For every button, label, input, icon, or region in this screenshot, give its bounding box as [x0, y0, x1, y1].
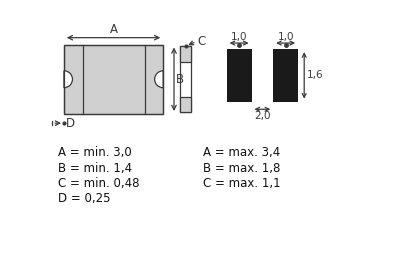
- Bar: [64, 45, 163, 114]
- Bar: [64, 45, 163, 114]
- Text: A: A: [110, 23, 118, 36]
- Bar: [273, 49, 298, 102]
- Text: D = 0,25: D = 0,25: [58, 192, 110, 206]
- Text: B: B: [176, 73, 184, 86]
- Bar: [180, 46, 191, 62]
- Bar: [227, 49, 252, 102]
- Bar: [180, 46, 191, 112]
- Text: 1,0: 1,0: [277, 32, 294, 42]
- Text: 1,6: 1,6: [306, 70, 323, 80]
- Text: C = max. 1,1: C = max. 1,1: [204, 177, 281, 190]
- Text: D: D: [66, 117, 76, 130]
- Wedge shape: [155, 71, 163, 88]
- Wedge shape: [64, 71, 72, 88]
- Text: B = max. 1,8: B = max. 1,8: [204, 162, 281, 175]
- Text: A = max. 3,4: A = max. 3,4: [204, 146, 281, 159]
- Text: C = min. 0,48: C = min. 0,48: [58, 177, 139, 190]
- Text: A = min. 3,0: A = min. 3,0: [58, 146, 132, 159]
- Bar: [180, 97, 191, 112]
- Text: C: C: [197, 35, 206, 48]
- Text: 2,0: 2,0: [254, 111, 271, 121]
- Text: B = min. 1,4: B = min. 1,4: [58, 162, 132, 175]
- Text: 1,0: 1,0: [231, 32, 247, 42]
